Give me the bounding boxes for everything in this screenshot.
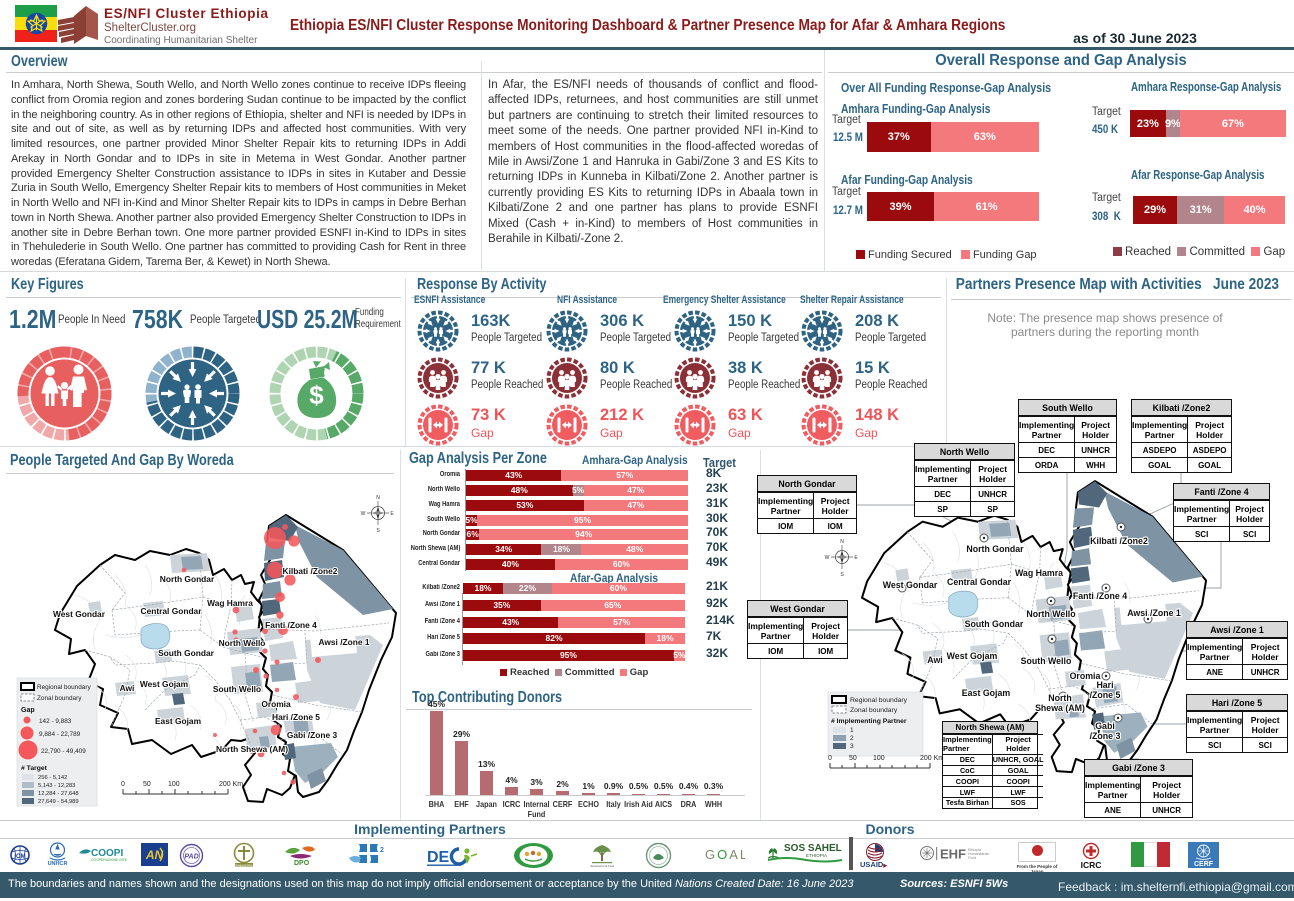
svg-text:East Gojam: East Gojam (155, 716, 201, 726)
svg-text:S: S (840, 572, 844, 578)
svg-text:South Wello: South Wello (1021, 656, 1072, 666)
svg-text:South Gondar: South Gondar (965, 619, 1024, 629)
svg-text:Hari: Hari (1096, 680, 1113, 690)
svg-text:COOPI: COOPI (91, 848, 123, 859)
svg-text:West Gondar: West Gondar (53, 609, 106, 619)
svg-text:1: 1 (850, 727, 854, 734)
svg-text:0: 0 (828, 755, 832, 762)
svg-text:2: 2 (850, 735, 854, 742)
svg-text:Fanti /Zone 4: Fanti /Zone 4 (265, 620, 317, 630)
svg-text:200 Km: 200 Km (219, 781, 243, 788)
svg-text:COOPERAZIONE INTERNAZIONALE: COOPERAZIONE INTERNAZIONALE (91, 858, 127, 862)
svg-text:East Gojam: East Gojam (962, 688, 1011, 698)
svg-text:S: S (376, 528, 380, 534)
svg-text:West Gojam: West Gojam (947, 651, 998, 661)
svg-text:DE: DE (427, 849, 450, 866)
svg-text:Awsi /Zone 1: Awsi /Zone 1 (318, 637, 369, 647)
svg-text:Fund: Fund (968, 856, 976, 860)
svg-text:# Implementing Partner: # Implementing Partner (831, 718, 907, 725)
svg-text:North Gondar: North Gondar (966, 544, 1024, 554)
svg-text:# Target: # Target (21, 765, 48, 772)
svg-text:PAD: PAD (184, 854, 198, 861)
svg-text:/Zone 3: /Zone 3 (1090, 731, 1121, 741)
svg-text:development fund: development fund (590, 864, 614, 868)
svg-text:North Gondar: North Gondar (160, 574, 215, 584)
svg-text:South Wello: South Wello (213, 684, 261, 694)
svg-text:12,284 - 27,648: 12,284 - 27,648 (38, 791, 79, 797)
svg-text:Regional boundary: Regional boundary (37, 684, 91, 691)
svg-text:CERF: CERF (1194, 861, 1214, 868)
svg-text:DPO: DPO (294, 860, 310, 866)
svg-text:E: E (854, 555, 858, 561)
svg-text:Oromia: Oromia (1070, 671, 1101, 681)
svg-text:W: W (825, 555, 830, 561)
svg-text:Terepeza Dev.: Terepeza Dev. (235, 863, 253, 867)
svg-text:Awi: Awi (927, 655, 942, 665)
svg-text:AN: AN (145, 848, 164, 862)
svg-text:North Wello: North Wello (1026, 609, 1076, 619)
svg-text:ICRC: ICRC (1081, 860, 1102, 870)
svg-text:27,649 - 54,989: 27,649 - 54,989 (38, 799, 79, 805)
svg-text:N: N (376, 495, 380, 501)
svg-text:E: E (390, 511, 394, 517)
svg-text:/Zone 5: /Zone 5 (1090, 690, 1121, 700)
svg-text:South Gondar: South Gondar (158, 648, 215, 658)
svg-text:Awsi /Zone 1: Awsi /Zone 1 (1127, 608, 1181, 618)
svg-text:North: North (1048, 693, 1071, 703)
svg-text:Kilbati /Zone2: Kilbati /Zone2 (1090, 536, 1148, 546)
svg-text:0: 0 (121, 781, 125, 788)
svg-text:200 Km: 200 Km (920, 755, 944, 762)
svg-text:2: 2 (380, 847, 384, 854)
svg-text:5,143 - 12,283: 5,143 - 12,283 (38, 783, 75, 789)
svg-text:50: 50 (143, 781, 151, 788)
svg-text:IOM: IOM (14, 854, 25, 860)
svg-text:N: N (840, 539, 844, 545)
svg-text:Zonal boundary: Zonal boundary (850, 707, 898, 714)
svg-text:Wag Hamra: Wag Hamra (1015, 568, 1063, 578)
svg-text:ETHIOPIA: ETHIOPIA (806, 853, 827, 858)
svg-text:Fanti /Zone 4: Fanti /Zone 4 (1073, 591, 1127, 601)
svg-text:North Shewa (AM): North Shewa (AM) (216, 744, 288, 754)
svg-text:100: 100 (873, 755, 885, 762)
svg-text:Gabi /Zone 3: Gabi /Zone 3 (287, 730, 338, 740)
svg-text:256 - 5,142: 256 - 5,142 (38, 775, 67, 781)
svg-text:Central Gondar: Central Gondar (141, 606, 203, 616)
svg-text:North Wello: North Wello (219, 638, 266, 648)
svg-text:22,790 - 49,409: 22,790 - 49,409 (41, 748, 86, 755)
svg-text:9,884 - 22,789: 9,884 - 22,789 (39, 731, 81, 738)
svg-text:Hari /Zone 5: Hari /Zone 5 (272, 712, 320, 722)
svg-text:Regional boundary: Regional boundary (850, 697, 908, 704)
svg-text:SOS SAHEL: SOS SAHEL (784, 843, 842, 854)
svg-text:Shewa (AM): Shewa (AM) (1035, 703, 1085, 713)
svg-text:Zonal boundary: Zonal boundary (37, 695, 82, 702)
svg-text:Oromia: Oromia (261, 699, 291, 709)
svg-text:Central Gondar: Central Gondar (947, 577, 1012, 587)
svg-text:142 - 9,883: 142 - 9,883 (39, 718, 72, 725)
svg-text:Gabi: Gabi (1095, 721, 1115, 731)
svg-text:West Gojam: West Gojam (140, 679, 188, 689)
svg-text:$: $ (309, 380, 324, 410)
svg-text:3: 3 (850, 743, 854, 750)
svg-text:EHF: EHF (940, 847, 966, 862)
svg-text:GOAL: GOAL (705, 847, 745, 861)
svg-text:Awi: Awi (120, 683, 135, 693)
svg-text:Humanitarian: Humanitarian (968, 852, 989, 856)
svg-text:Kilbati /Zone2: Kilbati /Zone2 (283, 566, 338, 576)
svg-text:W: W (361, 511, 366, 517)
svg-text:100: 100 (168, 781, 180, 788)
svg-text:Ethiopia: Ethiopia (968, 848, 981, 852)
svg-text:UNHCR: UNHCR (48, 861, 68, 867)
svg-text:West Gondar: West Gondar (883, 580, 938, 590)
svg-text:50: 50 (849, 755, 857, 762)
svg-text:Wag Hamra: Wag Hamra (207, 598, 253, 608)
svg-text:Gap: Gap (21, 707, 35, 714)
svg-text:USAID▶: USAID▶ (860, 860, 888, 869)
